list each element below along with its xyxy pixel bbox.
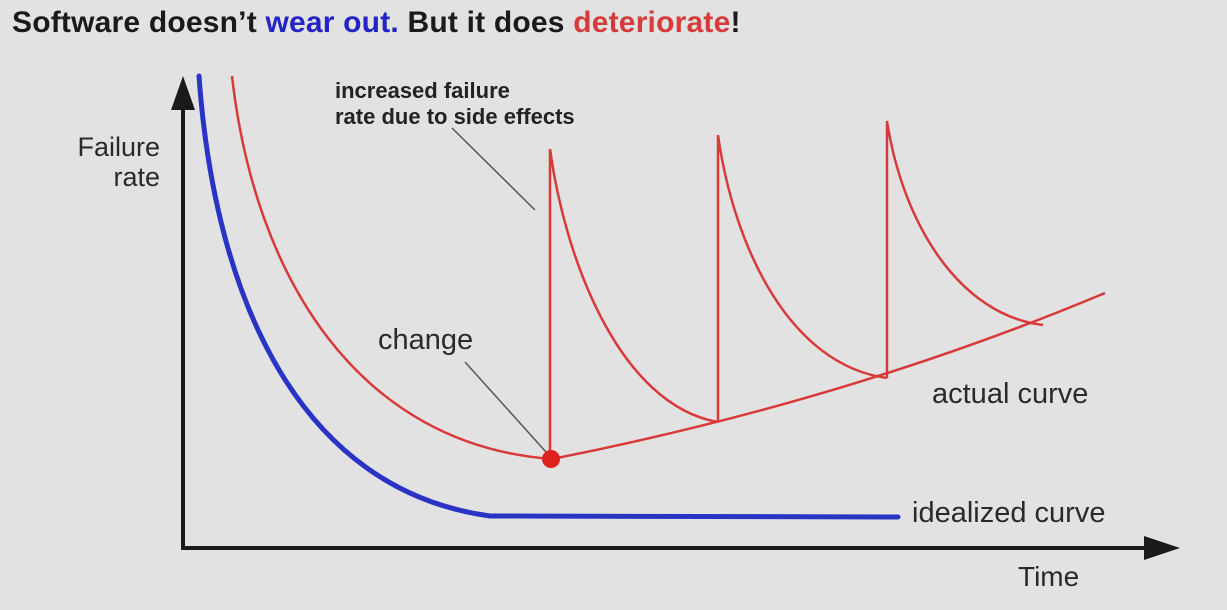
idealized-curve [196, 73, 901, 520]
title-part-5: ! [730, 6, 741, 39]
title-part-1: Software doesn’t [12, 6, 266, 39]
actual-curve-initial [230, 75, 553, 461]
y-axis-label-line-2: rate [113, 162, 160, 192]
change-label: change [378, 324, 474, 356]
x-axis-arrowhead [1144, 536, 1180, 560]
y-axis-label: Failure rate [20, 132, 160, 192]
actual-curve-spike-1 [548, 148, 719, 456]
annotation-line-2: rate due to side effects [335, 104, 575, 129]
slide-title: Software doesn’t wear out. But it does d… [12, 6, 741, 40]
title-part-deteriorate: deteriorate [573, 6, 731, 39]
y-axis-arrowhead [171, 76, 195, 110]
title-part-wear-out: wear out. [265, 6, 399, 39]
annotation-leader-line [451, 127, 536, 211]
idealized-curve-label: idealized curve [912, 497, 1106, 529]
actual-curve-spike-3 [885, 120, 1044, 378]
x-axis-label: Time [1018, 561, 1080, 592]
title-part-3: But it does [398, 6, 574, 39]
actual-curve-label: actual curve [932, 378, 1089, 410]
actual-curve-baseline [551, 291, 1106, 461]
y-axis-label-line-1: Failure [77, 132, 160, 162]
change-leader-line [464, 361, 547, 453]
change-point-marker [542, 450, 560, 468]
actual-curve-spike-2 [716, 134, 888, 422]
side-effects-annotation: increased failure rate due to side effec… [335, 78, 575, 130]
annotation-line-1: increased failure [335, 78, 510, 103]
